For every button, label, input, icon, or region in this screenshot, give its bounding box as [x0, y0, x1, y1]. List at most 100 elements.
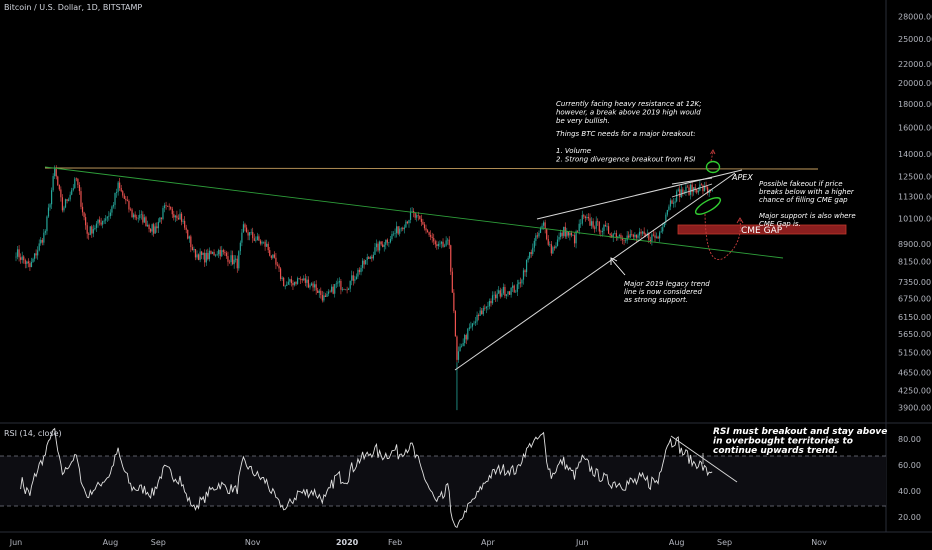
candle-body — [18, 249, 20, 258]
gap-fill-arrow — [704, 213, 741, 260]
candle — [649, 236, 651, 244]
annotation-line: Things BTC needs for a major breakout: — [556, 130, 696, 138]
candle-body — [691, 184, 693, 193]
candle-body — [318, 290, 320, 293]
candle — [348, 287, 350, 291]
candle-body — [210, 250, 212, 254]
candle — [668, 204, 670, 212]
candle — [168, 203, 170, 211]
candle — [378, 240, 381, 254]
candle — [527, 255, 529, 263]
candle-body — [75, 178, 77, 180]
candle-body — [473, 322, 475, 324]
candle-body — [445, 240, 447, 246]
candle-body — [580, 223, 582, 225]
candle-body — [20, 257, 22, 260]
candle-body — [547, 239, 549, 245]
candle-body — [187, 229, 189, 239]
candle — [343, 288, 345, 291]
legacy-pointer — [611, 259, 626, 276]
candle-body — [232, 255, 234, 265]
candle-body — [522, 270, 525, 280]
candle-body — [358, 269, 361, 273]
candle-body — [125, 198, 127, 201]
candle-body — [216, 254, 218, 255]
candle-body — [536, 235, 539, 237]
candle-body — [182, 220, 184, 222]
candle — [64, 198, 67, 209]
candle — [112, 202, 115, 209]
candle-body — [519, 282, 521, 284]
candle-body — [35, 253, 37, 256]
candle-body — [587, 217, 590, 219]
candle — [535, 232, 537, 246]
candle — [467, 328, 469, 341]
candle-body — [620, 235, 622, 239]
candle-body — [604, 224, 607, 227]
candle — [140, 210, 142, 220]
candle-body — [632, 234, 634, 237]
candle-body — [685, 186, 687, 193]
candle-body — [471, 323, 474, 327]
candle-body — [225, 252, 228, 257]
candle-body — [68, 199, 70, 201]
candle — [214, 253, 217, 258]
candle — [340, 279, 342, 295]
candle-body — [436, 244, 438, 247]
candle — [566, 227, 568, 240]
candle-body — [57, 176, 59, 185]
candle — [456, 335, 458, 363]
candle — [256, 232, 258, 241]
candle — [411, 207, 413, 212]
candle-body — [346, 289, 348, 291]
candle — [346, 286, 348, 294]
candle-body — [77, 179, 79, 185]
candle-body — [385, 239, 387, 245]
price-tick-label: 4250.00 — [898, 387, 931, 396]
candle-body — [451, 271, 453, 293]
candle — [180, 211, 183, 226]
candle-body — [377, 243, 379, 251]
candle-body — [581, 215, 583, 224]
candle — [655, 232, 658, 239]
candle — [443, 243, 446, 248]
candle — [185, 224, 187, 234]
candle — [377, 241, 379, 253]
time-tick-label: Sep — [717, 538, 732, 547]
candle-body — [156, 226, 158, 229]
candle — [171, 206, 173, 219]
candle — [556, 235, 559, 247]
candle-body — [680, 189, 682, 198]
candle-body — [334, 284, 336, 294]
candle — [187, 229, 189, 240]
candle-body — [21, 256, 23, 260]
candle-body — [396, 226, 398, 234]
candle — [631, 230, 633, 237]
candle-body — [140, 214, 142, 216]
candle — [383, 242, 385, 252]
candle — [363, 258, 365, 269]
candle — [318, 289, 320, 298]
rsi-tick-label: 60.00 — [898, 461, 921, 470]
candle-body — [485, 306, 487, 309]
candle — [603, 223, 605, 235]
candle — [423, 221, 426, 231]
candle-body — [228, 261, 231, 263]
price-tick-label: 6150.00 — [898, 313, 931, 322]
candle — [279, 267, 282, 282]
candle-body — [566, 231, 568, 237]
candle-body — [505, 294, 508, 296]
candle — [680, 184, 682, 198]
candle — [33, 253, 36, 262]
candle-body — [33, 253, 36, 259]
candle-body — [516, 284, 518, 292]
candle — [40, 237, 42, 246]
candle-body — [349, 280, 351, 289]
candle — [95, 220, 98, 232]
candle-body — [71, 190, 73, 195]
candle-body — [527, 257, 529, 260]
candle — [259, 239, 262, 246]
candle-body — [652, 234, 655, 236]
candle-body — [44, 231, 46, 233]
